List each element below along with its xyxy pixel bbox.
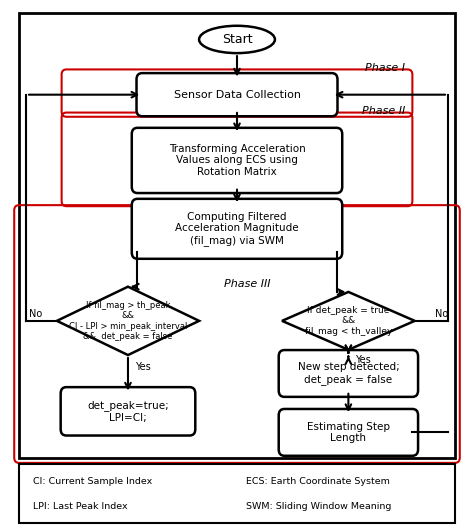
Text: New step detected;
det_peak = false: New step detected; det_peak = false	[298, 362, 399, 385]
Text: Computing Filtered
Acceleration Magnitude
(fil_mag) via SWM: Computing Filtered Acceleration Magnitud…	[175, 212, 299, 246]
Text: Transforming Acceleration
Values along ECS using
Rotation Matrix: Transforming Acceleration Values along E…	[169, 144, 305, 177]
Text: CI: Current Sample Index: CI: Current Sample Index	[33, 477, 153, 486]
FancyBboxPatch shape	[279, 409, 418, 456]
Text: If fil_mag > th_peak
&&
CI - LPI > min_peak_interval
&&  det_peak = false: If fil_mag > th_peak && CI - LPI > min_p…	[69, 301, 187, 341]
Text: ECS: Earth Coordinate System: ECS: Earth Coordinate System	[246, 477, 391, 486]
FancyBboxPatch shape	[19, 464, 455, 523]
Text: Estimating Step
Length: Estimating Step Length	[307, 421, 390, 443]
Text: Phase II: Phase II	[362, 106, 405, 116]
Text: If det_peak = true
&&
fil_mag < th_valley: If det_peak = true && fil_mag < th_valle…	[305, 306, 392, 336]
Text: Phase I: Phase I	[365, 63, 405, 73]
Text: Yes: Yes	[135, 361, 151, 372]
Polygon shape	[282, 292, 415, 350]
FancyBboxPatch shape	[137, 73, 337, 116]
Text: Sensor Data Collection: Sensor Data Collection	[173, 89, 301, 100]
Text: Yes: Yes	[356, 355, 371, 366]
FancyBboxPatch shape	[279, 350, 418, 397]
Text: LPI: Last Peak Index: LPI: Last Peak Index	[33, 501, 128, 511]
Text: Start: Start	[222, 33, 252, 46]
Text: SWM: Sliding Window Meaning: SWM: Sliding Window Meaning	[246, 501, 392, 511]
FancyBboxPatch shape	[132, 128, 342, 193]
Ellipse shape	[199, 26, 275, 53]
Polygon shape	[57, 287, 199, 355]
FancyBboxPatch shape	[61, 387, 195, 436]
Text: det_peak=true;
LPI=CI;: det_peak=true; LPI=CI;	[87, 400, 169, 422]
Text: No: No	[29, 309, 42, 319]
FancyBboxPatch shape	[132, 199, 342, 259]
Text: Phase III: Phase III	[224, 279, 270, 289]
Text: No: No	[435, 309, 448, 319]
